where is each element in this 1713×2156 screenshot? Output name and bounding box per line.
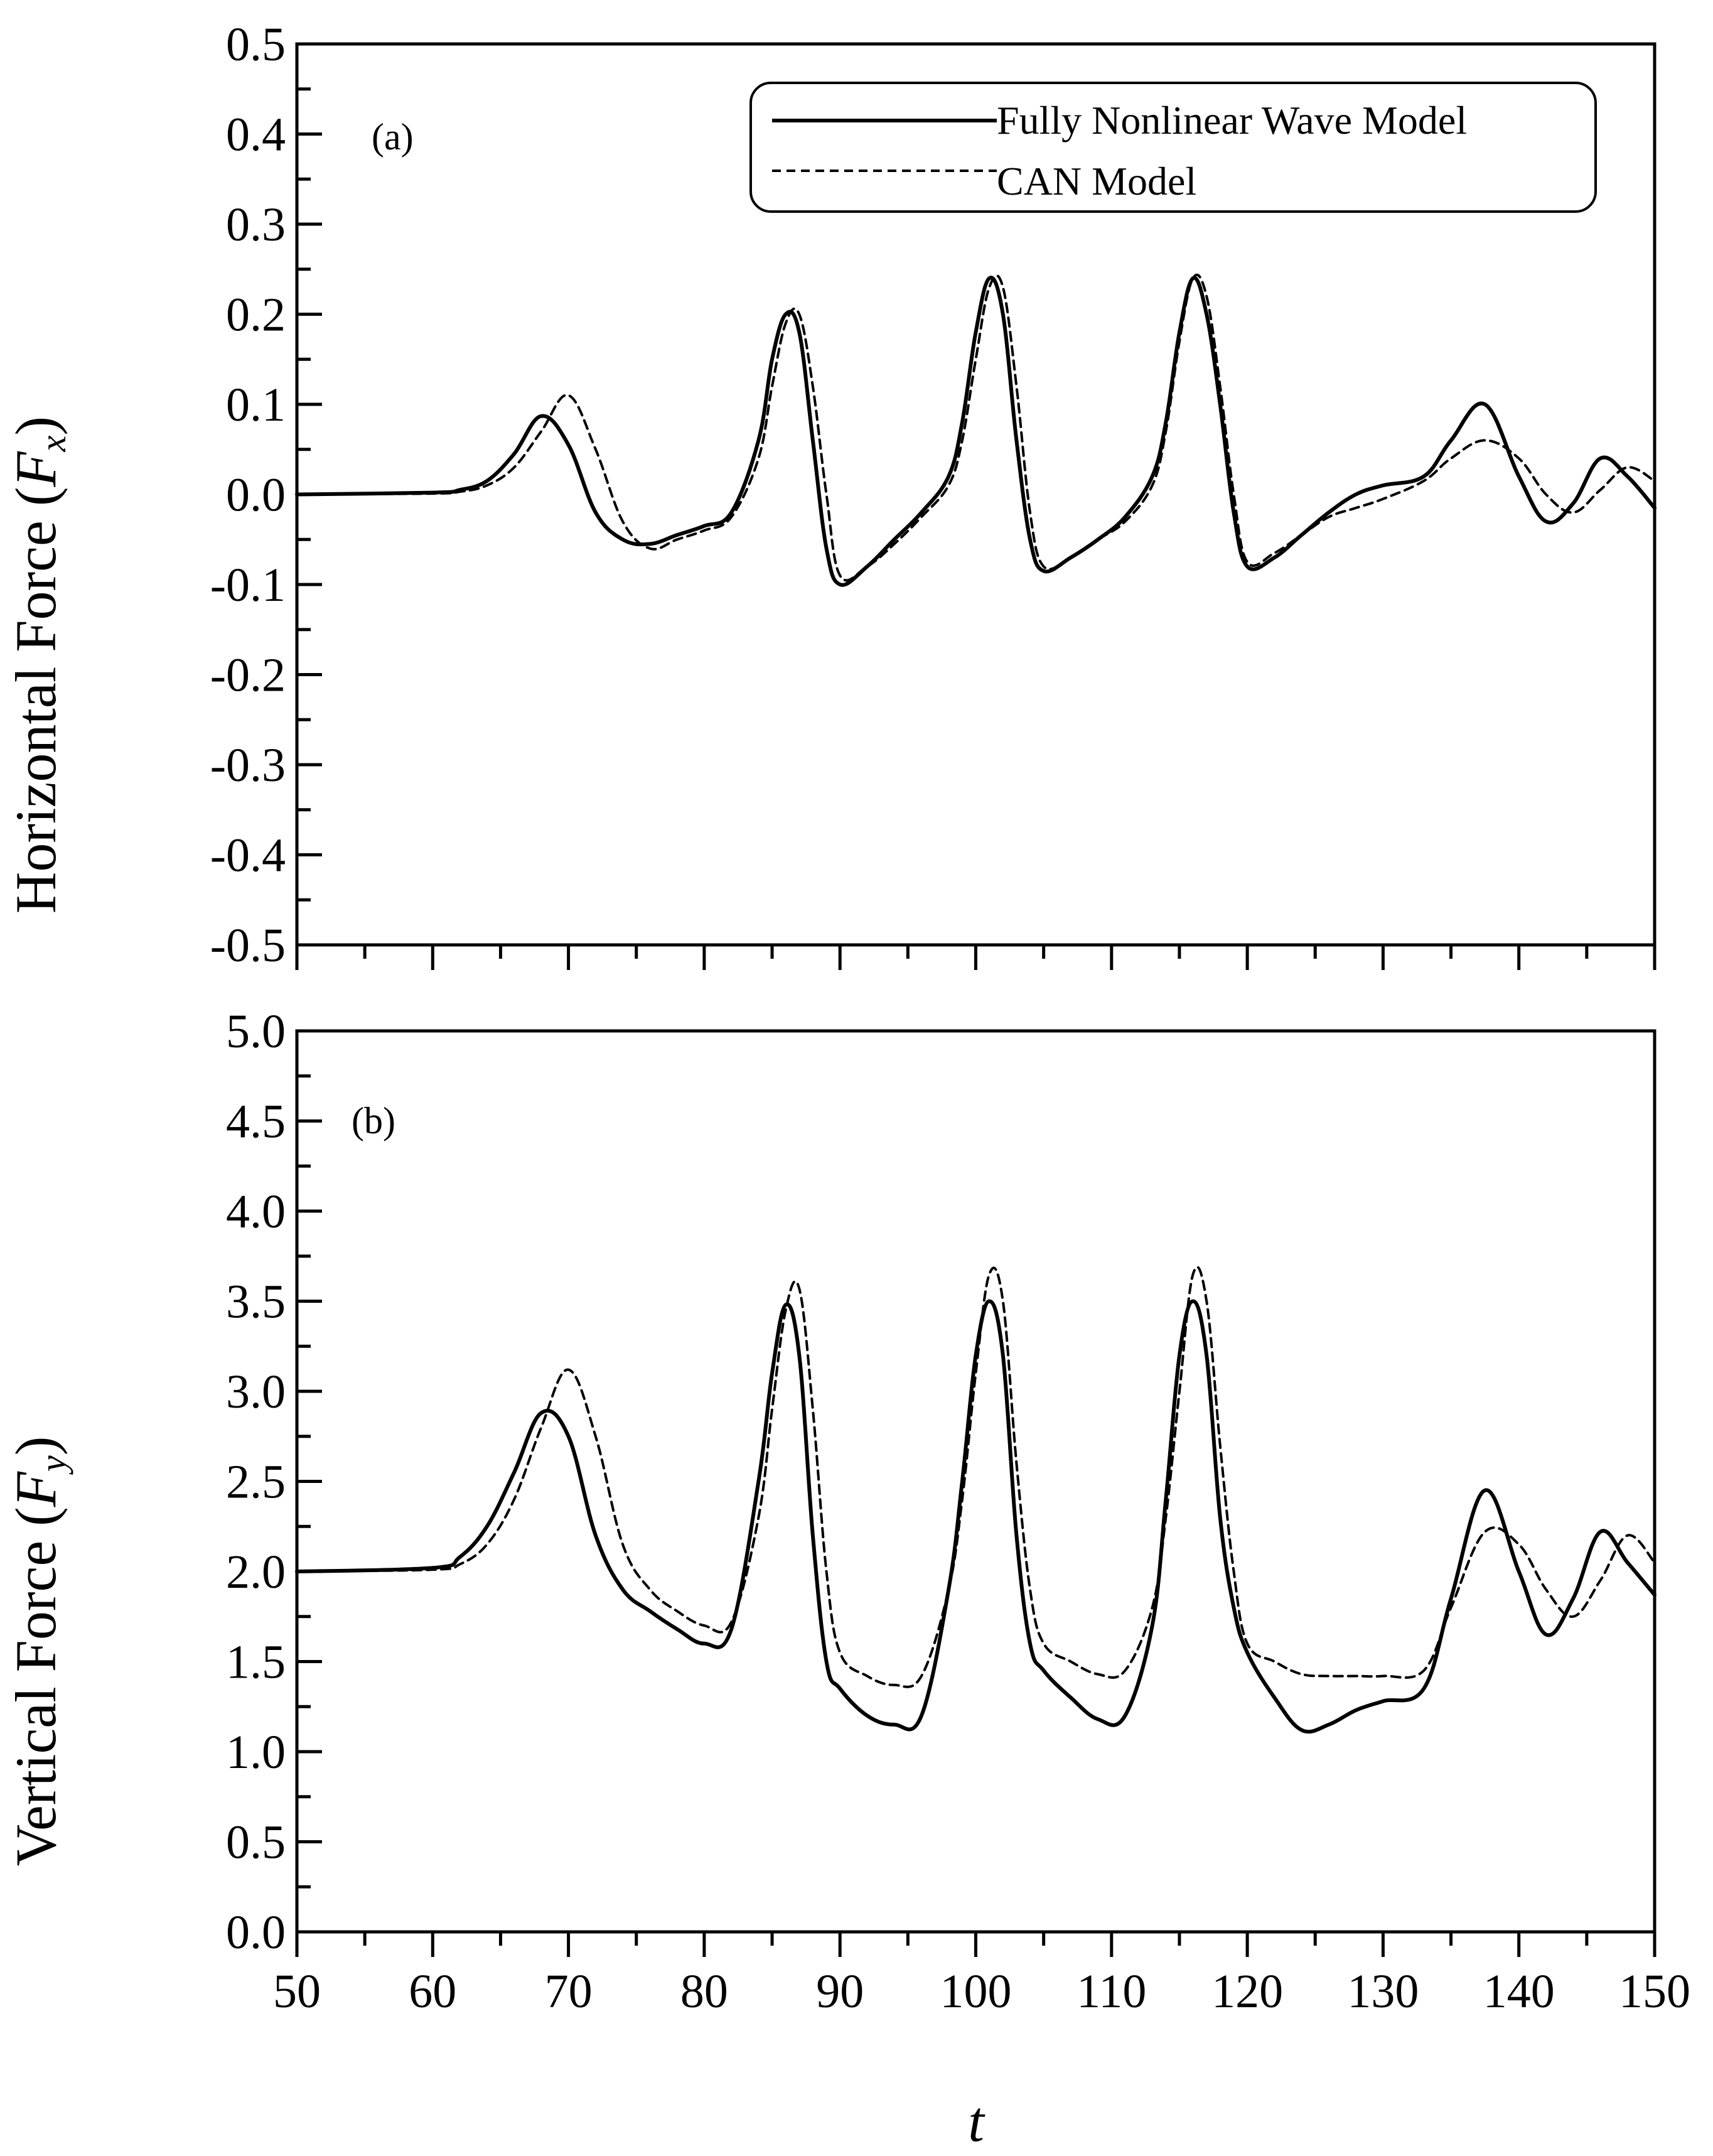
panel-a-ytick-label: -0.2 xyxy=(210,649,286,702)
panel-b-xtick-label: 140 xyxy=(1483,1965,1555,2018)
panel-b-xtick-label: 130 xyxy=(1347,1965,1419,2018)
panel-b-ytick-label: 3.0 xyxy=(226,1366,286,1418)
panel-b-xtick-label: 70 xyxy=(545,1965,593,2018)
legend: Fully Nonlinear Wave Model CAN Model xyxy=(749,82,1597,213)
panel-a-ytick-label: 0.0 xyxy=(226,469,286,522)
legend-label-fnwm: Fully Nonlinear Wave Model xyxy=(997,98,1467,143)
panel-b-xtick-label: 60 xyxy=(409,1965,456,2018)
panel-b-ytick-label: 5.0 xyxy=(226,1005,286,1058)
panel-a-ytick-label: 0.2 xyxy=(226,289,286,342)
panel-a-ytick-label: -0.3 xyxy=(210,739,286,792)
panel-a-ytick-label: -0.4 xyxy=(210,829,286,882)
panel-a-ytick-label: 0.4 xyxy=(226,109,286,161)
panel-b-series-fully-nonlinear xyxy=(295,1299,1657,1734)
panel-a-label: (a) xyxy=(372,116,414,158)
panel-b-xtick-label: 50 xyxy=(273,1965,321,2018)
panel-b-xtick-label: 90 xyxy=(816,1965,864,2018)
panel-a-series xyxy=(295,273,1657,587)
panel-b-ytick-label: 0.0 xyxy=(226,1906,286,1959)
panel-b-ytick-label: 1.0 xyxy=(226,1726,286,1779)
panel-b-xtick-label: 120 xyxy=(1211,1965,1283,2018)
panel-a-axes: -0.5 -0.4 -0.3 -0.2 -0.1 0.0 0.1 0.2 0.3 0.4 0.5 xyxy=(210,18,1657,972)
panel-b-ytick-label: 1.5 xyxy=(226,1636,286,1689)
panel-b-ytick-label: 3.5 xyxy=(226,1276,286,1329)
panel-a-ytick-label: -0.5 xyxy=(210,919,286,972)
legend-label-can: CAN Model xyxy=(997,159,1196,203)
panel-b-ytick-label: 2.5 xyxy=(226,1456,286,1509)
panel-a-ytick-label: -0.1 xyxy=(210,559,286,612)
panel-b-xtick-label: 110 xyxy=(1077,1965,1146,2018)
panel-a-series-fully-nonlinear xyxy=(295,276,1657,587)
panel-b-ytick-label: 4.0 xyxy=(226,1185,286,1238)
panel-b-xtick-label: 100 xyxy=(940,1965,1012,2018)
panel-b: 0.0 0.5 1.0 1.5 2.0 2.5 3.0 3.5 4.0 4.5 5.0 50 60 70 8… xyxy=(4,1005,1690,2153)
panel-b-ytick-label: 0.5 xyxy=(226,1816,286,1869)
panel-a-ylabel: Horizontal Force (Fx) xyxy=(4,416,73,914)
panel-a: -0.5 -0.4 -0.3 -0.2 -0.1 0.0 0.1 0.2 0.3 0.4 0.5 (… xyxy=(4,18,1657,972)
panel-b-xtick-label: 80 xyxy=(680,1965,728,2018)
panel-b-axes: 0.0 0.5 1.0 1.5 2.0 2.5 3.0 3.5 4.0 4.5 5.0 50 60 70 8… xyxy=(226,1005,1690,2018)
panel-a-ytick-label: 0.1 xyxy=(226,379,286,431)
panel-a-ytick-label: 0.3 xyxy=(226,198,286,251)
panel-a-ytick-label: 0.5 xyxy=(226,18,286,71)
panel-b-xlabel: t xyxy=(968,2089,985,2153)
panel-b-xtick-label: 150 xyxy=(1619,1965,1690,2018)
panel-b-ytick-label: 2.0 xyxy=(226,1546,286,1598)
panel-b-ylabel: Vertical Force (Fy) xyxy=(4,1436,73,1867)
legend-box xyxy=(749,82,1597,213)
panel-b-label: (b) xyxy=(352,1100,395,1141)
panel-b-ytick-label: 4.5 xyxy=(226,1096,286,1148)
panel-b-series xyxy=(295,1266,1657,1734)
